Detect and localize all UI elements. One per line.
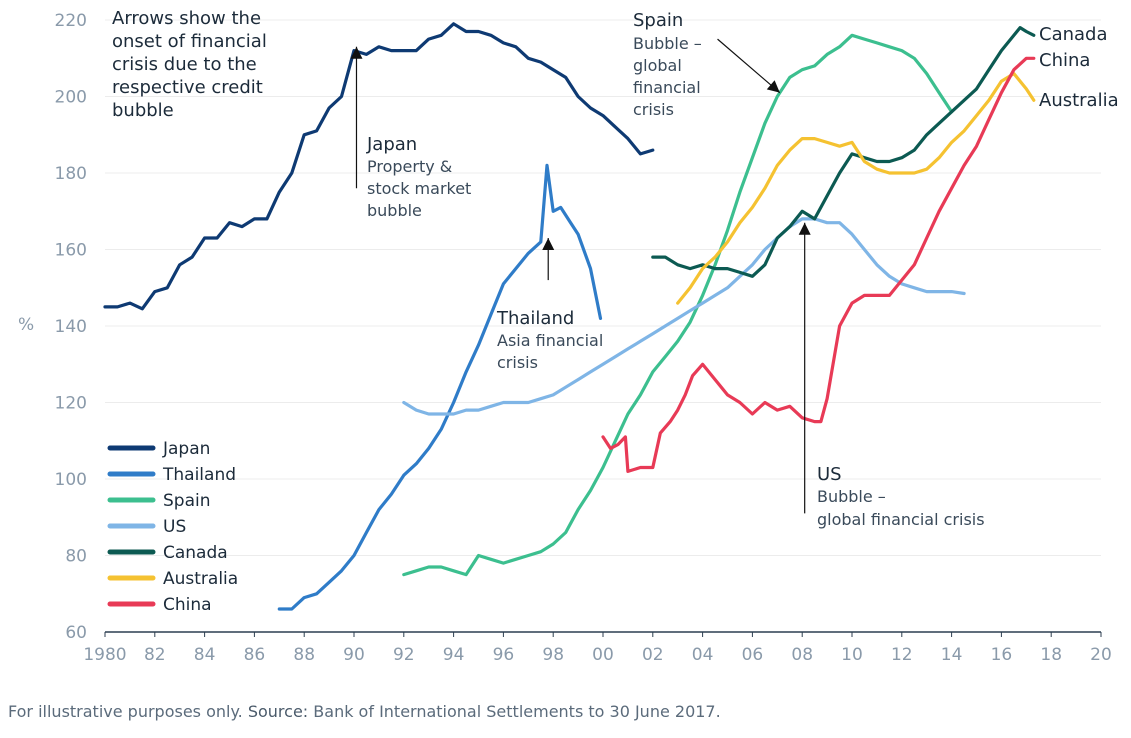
x-tick-label: 18 [1040, 645, 1062, 665]
y-tick-label: 100 [55, 470, 87, 490]
series-line-spain [402, 33, 954, 577]
x-tick-label: 1980 [83, 645, 126, 665]
series-line-us [402, 217, 966, 416]
x-tick-label: 82 [144, 645, 166, 665]
thailand-annotation-line: Asia financial [497, 331, 603, 350]
footnote-source-label: Source: [247, 702, 309, 721]
legend-label-spain: Spain [163, 491, 211, 511]
series-line-japan [103, 22, 655, 311]
x-tick-label: 08 [791, 645, 813, 665]
legend-label-china: China [163, 595, 212, 615]
y-tick-label: 80 [65, 547, 87, 567]
x-tick-label: 88 [293, 645, 315, 665]
y-tick-label: 60 [65, 623, 87, 643]
x-tick-label: 12 [891, 645, 913, 665]
end-label-australia: Australia [1039, 90, 1119, 111]
legend-label-australia: Australia [163, 569, 238, 589]
y-gridlines [105, 19, 1101, 633]
x-tick-label: 92 [393, 645, 415, 665]
us-annotation-title: US [817, 464, 842, 485]
intro-line: bubble [112, 100, 174, 121]
arrow-spain-head [766, 80, 780, 93]
y-tick-labels: 60 80 100 120 140 160 180 200 220 [55, 11, 87, 643]
intro-line: onset of financial [112, 31, 267, 52]
x-tick-label: 96 [493, 645, 515, 665]
spain-annotation-line: crisis [633, 100, 674, 119]
spain-annotation-line: global [633, 56, 682, 75]
legend: Japan Thailand Spain US Canada Australia China [107, 439, 238, 615]
arrow-japan-head [350, 46, 363, 59]
japan-annotation-line: Property & [367, 157, 452, 176]
us-annotation-line: Bubble – [817, 487, 886, 506]
spain-annotation: Spain Bubble – global financial crisis [633, 10, 702, 119]
intro-line: respective credit [112, 77, 263, 98]
x-tick-label: 86 [244, 645, 266, 665]
legend-label-us: US [163, 517, 186, 537]
us-annotation: US Bubble – global financial crisis [817, 464, 985, 529]
legend-label-thailand: Thailand [162, 465, 236, 485]
axes [104, 631, 1102, 637]
series-line-canada [651, 26, 1036, 278]
x-tick-label: 02 [642, 645, 664, 665]
y-tick-label: 180 [55, 164, 87, 184]
thailand-annotation-title: Thailand [496, 308, 574, 329]
series-line-china [601, 56, 1036, 473]
x-tick-label: 84 [194, 645, 216, 665]
japan-annotation: Japan Property & stock market bubble [366, 134, 471, 220]
end-label-canada: Canada [1039, 24, 1108, 45]
series-lines [103, 22, 1036, 611]
x-tick-label: 94 [443, 645, 465, 665]
end-label-china: China [1039, 50, 1090, 71]
end-labels: Canada Australia China [1039, 24, 1119, 111]
y-tick-label: 200 [55, 88, 87, 108]
y-axis-label: % [18, 315, 34, 335]
arrow-spain [717, 38, 781, 94]
x-tick-label: 20 [1090, 645, 1112, 665]
x-tick-label: 14 [941, 645, 963, 665]
x-tick-label: 98 [542, 645, 564, 665]
x-tick-label: 06 [742, 645, 764, 665]
y-tick-label: 140 [55, 317, 87, 337]
x-tick-labels: 1980 82 84 86 88 90 92 94 96 98 00 02 04 06 08 10 12 14 16… [83, 645, 1111, 665]
footnote-disclaimer: For illustrative purposes only. [8, 702, 243, 721]
spain-annotation-line: financial [633, 78, 701, 97]
series-line-australia [676, 72, 1036, 305]
y-tick-label: 120 [55, 394, 87, 414]
x-tick-label: 90 [343, 645, 365, 665]
japan-annotation-line: bubble [367, 201, 422, 220]
japan-annotation-line: stock market [367, 179, 471, 198]
x-tick-label: 04 [692, 645, 714, 665]
series-line-thailand [277, 163, 603, 611]
legend-label-canada: Canada [163, 543, 228, 563]
intro-line: Arrows show the [112, 8, 261, 29]
x-tick-label: 16 [991, 645, 1013, 665]
arrow-us-head [798, 222, 811, 235]
intro-line: crisis due to the [112, 54, 257, 75]
y-tick-label: 220 [55, 11, 87, 31]
arrow-us [798, 222, 811, 514]
us-annotation-line: global financial crisis [817, 510, 985, 529]
footnote-source-text: Bank of International Settlements to 30 … [313, 702, 721, 721]
japan-annotation-title: Japan [366, 134, 417, 155]
arrow-spain-shaft [717, 38, 781, 94]
footnote: For illustrative purposes only. Source: … [8, 702, 721, 721]
spain-annotation-line: Bubble – [633, 34, 702, 53]
thailand-annotation: Thailand Asia financial crisis [496, 308, 603, 372]
arrow-thailand [542, 238, 555, 281]
x-tick-label: 10 [841, 645, 863, 665]
arrow-thailand-head [542, 238, 555, 251]
legend-label-japan: Japan [162, 439, 210, 459]
y-tick-label: 160 [55, 241, 87, 261]
arrow-japan [350, 46, 363, 189]
arrows [350, 38, 811, 514]
intro-annotation: Arrows show the onset of financial crisi… [112, 8, 267, 121]
thailand-annotation-line: crisis [497, 353, 538, 372]
x-tick-label: 00 [592, 645, 614, 665]
spain-annotation-title: Spain [633, 10, 683, 31]
